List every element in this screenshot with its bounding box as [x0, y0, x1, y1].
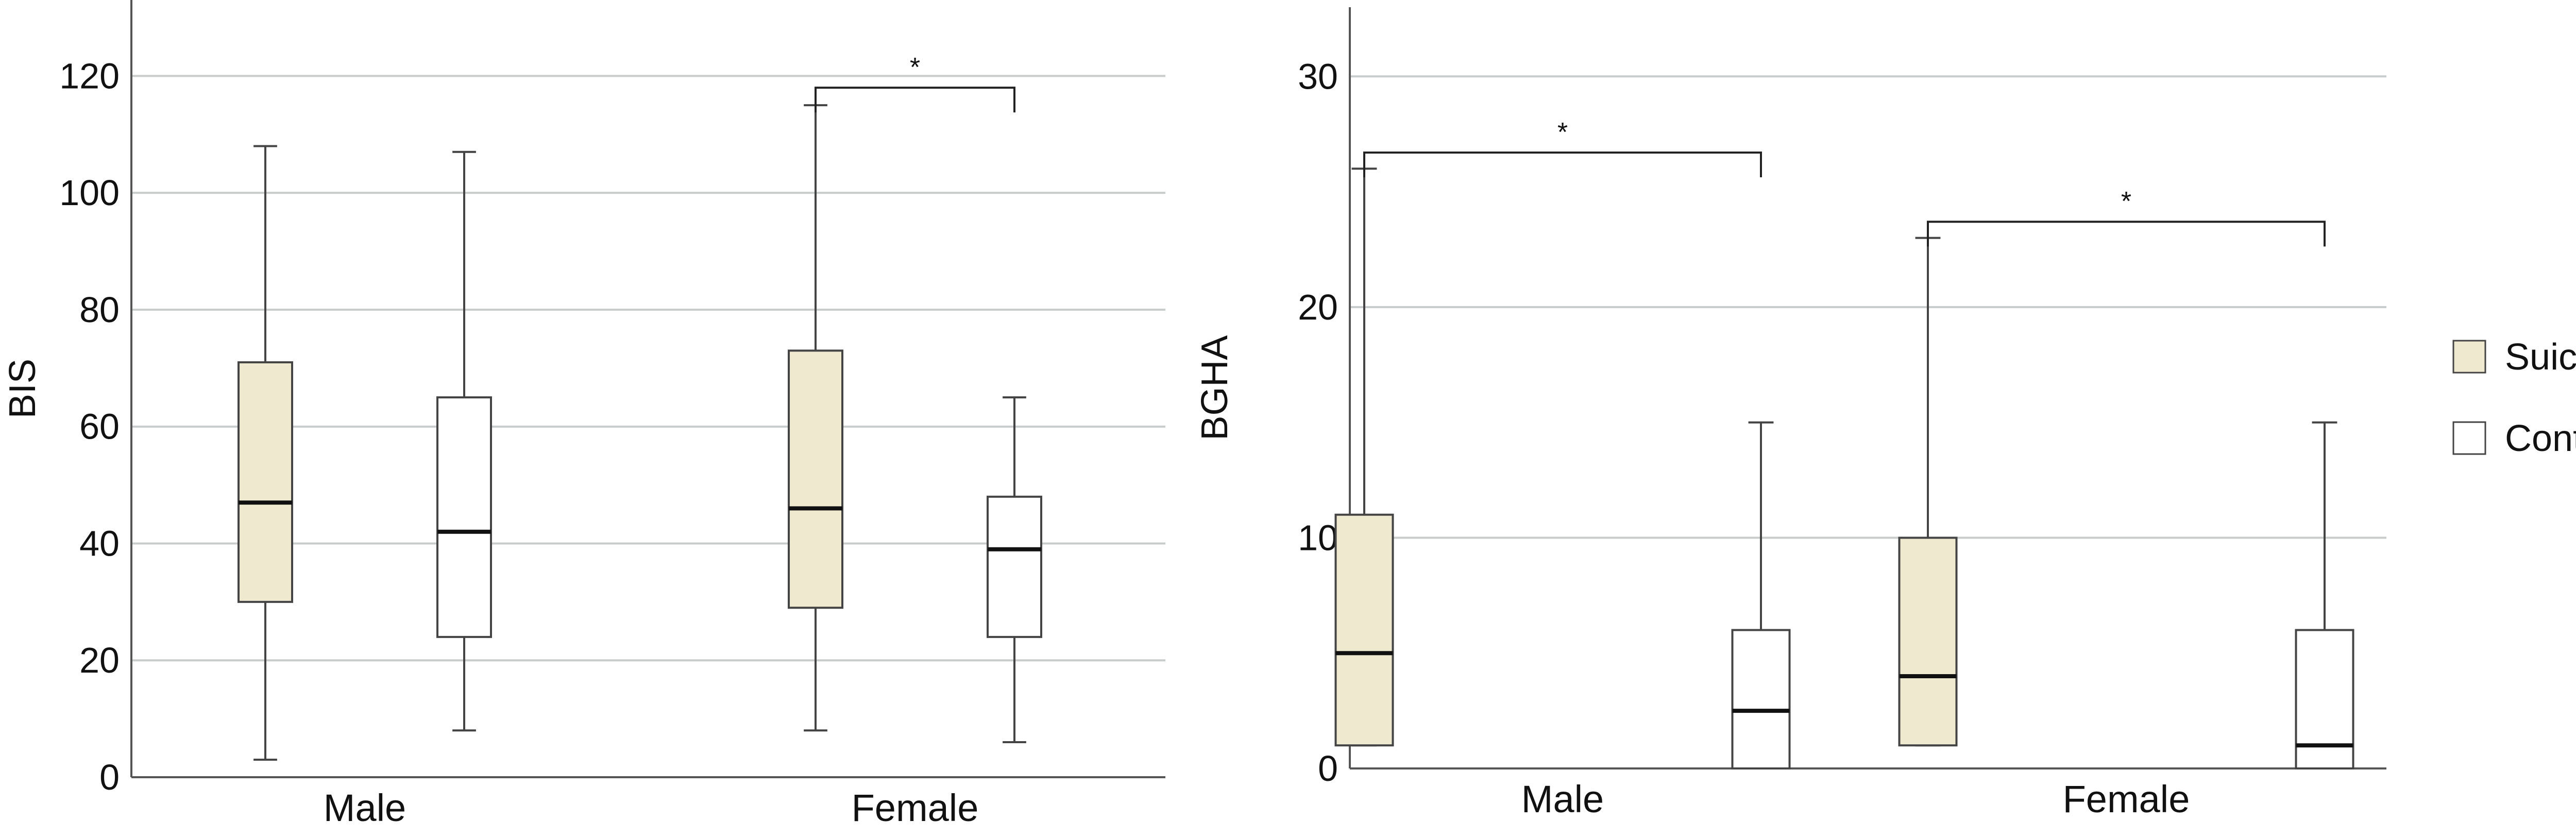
y-tick-label: 20	[79, 640, 120, 680]
y-tick-label: 10	[1298, 517, 1338, 558]
iqr-box	[1731, 629, 1791, 770]
box-control-female	[2295, 421, 2354, 770]
box-suicide-female	[1898, 237, 1958, 747]
iqr-box	[987, 495, 1042, 638]
y-tick-label: 100	[59, 173, 120, 213]
legend-swatch-control	[2452, 421, 2486, 455]
significance-star: *	[1557, 118, 1568, 147]
iqr-box	[2295, 629, 2354, 770]
y-tick-label: 40	[79, 523, 120, 563]
significance-bracket	[1363, 151, 1762, 177]
box-control-female	[987, 396, 1042, 743]
box-control-male	[436, 150, 492, 732]
legend: Suicide Control	[2452, 337, 2576, 459]
box-control-male	[1731, 421, 1791, 770]
x-category-label: Male	[1521, 778, 1604, 821]
x-category-label: Female	[852, 786, 979, 829]
bgha-panel: 0 10 20 30 BGHA Male Female * *	[1194, 7, 2386, 821]
y-tick-label: 0	[1318, 748, 1338, 789]
legend-swatch-suicide	[2452, 340, 2486, 374]
iqr-box	[1898, 537, 1958, 747]
y-axis-title: BIS	[2, 359, 43, 418]
box-suicide-male	[238, 145, 293, 761]
iqr-box	[238, 361, 293, 603]
y-tick-label: 0	[99, 757, 120, 797]
significance-star: *	[910, 53, 920, 82]
x-category-label: Female	[2063, 778, 2190, 821]
y-tick-label: 120	[59, 56, 120, 96]
y-tick-label: 80	[79, 290, 120, 330]
box-suicide-female	[788, 104, 843, 732]
box-suicide-male	[1334, 168, 1394, 747]
bis-panel: 0 20 40 60 80 100 120 BIS Male Female *	[2, 0, 1165, 829]
legend-label-suicide: Suicide	[2505, 337, 2576, 378]
legend-label-control: Control	[2505, 418, 2576, 459]
significance-bracket	[815, 87, 1015, 113]
x-category-label: Male	[324, 786, 406, 829]
iqr-box	[436, 396, 492, 638]
y-tick-label: 20	[1298, 287, 1338, 327]
y-tick-label: 60	[79, 407, 120, 447]
y-tick-label: 30	[1298, 56, 1338, 96]
significance-bracket	[1927, 221, 2326, 247]
significance-star: *	[2121, 187, 2131, 216]
iqr-box	[788, 349, 843, 609]
y-axis-title: BGHA	[1194, 335, 1235, 440]
iqr-box	[1334, 513, 1394, 747]
